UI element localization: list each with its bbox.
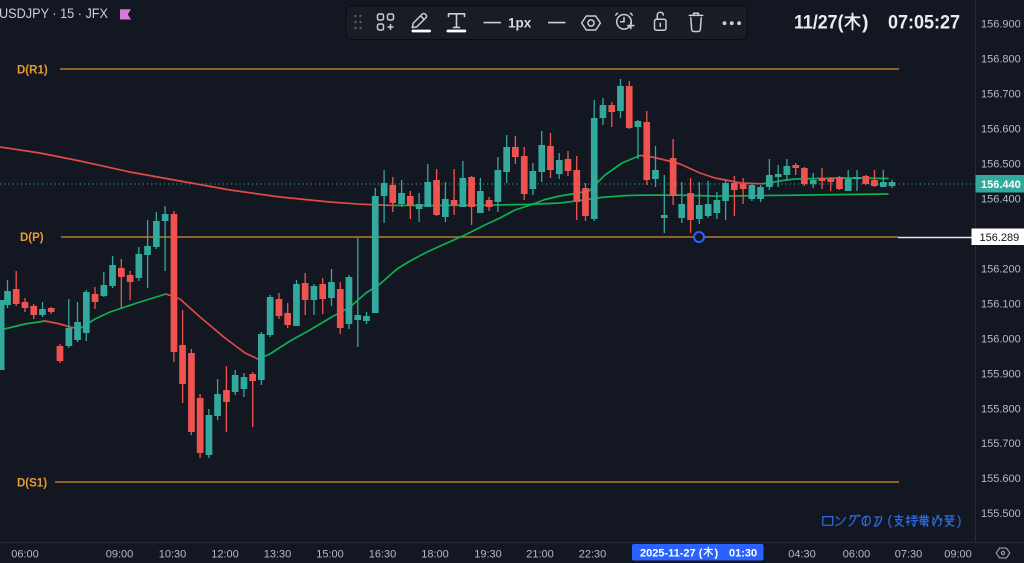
svg-text:D(P): D(P): [20, 232, 44, 244]
svg-text:07:05:27: 07:05:27: [888, 12, 960, 34]
svg-text:): ): [715, 547, 719, 559]
svg-text:16:30: 16:30: [369, 549, 397, 561]
svg-text:13:30: 13:30: [264, 549, 292, 561]
svg-text:21:00: 21:00: [526, 549, 554, 561]
svg-text:07:30: 07:30: [895, 549, 923, 561]
svg-text:(: (: [887, 512, 892, 528]
svg-text:01:30: 01:30: [729, 547, 757, 559]
svg-text:156.500: 156.500: [981, 159, 1021, 171]
svg-text:155.500: 155.500: [981, 508, 1021, 520]
svg-text:156.800: 156.800: [981, 54, 1021, 66]
svg-text:): ): [957, 512, 962, 528]
svg-text:156.289: 156.289: [980, 232, 1020, 244]
svg-text:USDJPY · 15 · JFX: USDJPY · 15 · JFX: [0, 5, 109, 21]
svg-text:11/27(: 11/27(: [794, 12, 844, 34]
svg-text:06:00: 06:00: [843, 549, 871, 561]
svg-text:15:00: 15:00: [316, 549, 344, 561]
svg-text:156.600: 156.600: [981, 124, 1021, 136]
svg-text:155.900: 155.900: [981, 368, 1021, 380]
svg-text:155.700: 155.700: [981, 438, 1021, 450]
svg-text:2025-11-27 (: 2025-11-27 (: [640, 547, 703, 559]
svg-text:): ): [862, 12, 869, 34]
svg-text:156.400: 156.400: [981, 193, 1021, 205]
svg-text:1px: 1px: [508, 15, 532, 30]
svg-text:22:30: 22:30: [579, 549, 607, 561]
svg-text:10:30: 10:30: [159, 549, 187, 561]
svg-text:04:30: 04:30: [788, 549, 816, 561]
svg-text:155.600: 155.600: [981, 473, 1021, 485]
svg-text:06:00: 06:00: [11, 549, 39, 561]
svg-text:156.440: 156.440: [981, 179, 1021, 191]
svg-text:19:30: 19:30: [474, 549, 502, 561]
svg-text:18:00: 18:00: [421, 549, 449, 561]
svg-text:155.800: 155.800: [981, 403, 1021, 415]
svg-text:09:00: 09:00: [944, 549, 972, 561]
svg-text:156.000: 156.000: [981, 333, 1021, 345]
svg-text:156.100: 156.100: [981, 298, 1021, 310]
svg-text:156.200: 156.200: [981, 263, 1021, 275]
svg-text:D(S1): D(S1): [17, 478, 47, 490]
svg-text:D(R1): D(R1): [17, 65, 48, 77]
svg-text:156.700: 156.700: [981, 89, 1021, 101]
svg-text:09:00: 09:00: [106, 549, 134, 561]
svg-text:12:00: 12:00: [211, 549, 239, 561]
svg-text:156.900: 156.900: [981, 19, 1021, 31]
